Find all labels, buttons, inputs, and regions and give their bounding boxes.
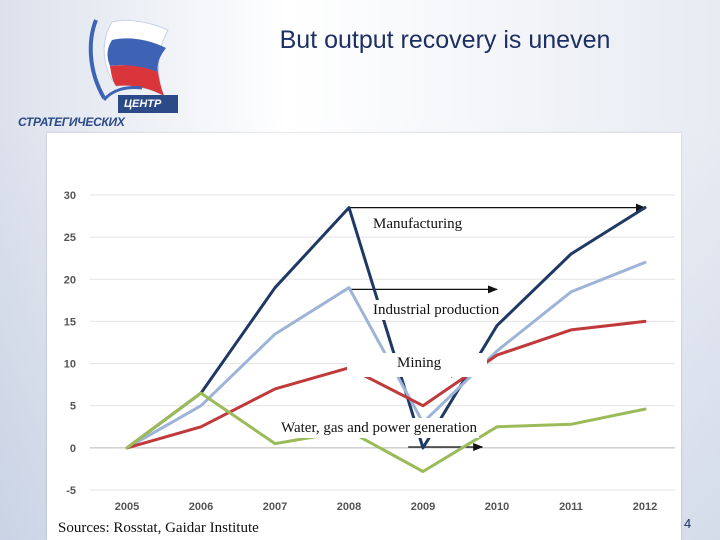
- y-tick-label: 5: [70, 401, 76, 413]
- x-tick-label: 2009: [411, 501, 435, 513]
- series-line-manufacturing: [125, 206, 647, 450]
- annotation-mining: Mining: [347, 353, 487, 377]
- chart-panel: -5 0 5 10 15 20 25 30 2005 2006 2007 2008 2009 2010 20…: [47, 133, 681, 540]
- annotation-water-gas-power: Water, gas and power generation: [279, 418, 480, 438]
- logo-word-center: ЦЕНТР: [118, 95, 178, 113]
- page-number: 4: [684, 516, 692, 531]
- annotation-manufacturing: Manufacturing: [371, 214, 465, 234]
- y-tick-label: 10: [64, 359, 76, 371]
- series-line-water-gas-and-power-generation: [125, 391, 647, 473]
- series-line-mining: [125, 319, 647, 450]
- sources-note: Sources: Rosstat, Gaidar Institute: [58, 520, 259, 536]
- x-tick-label: 2012: [633, 501, 657, 513]
- y-tick-label: -5: [66, 485, 76, 497]
- x-tick-label: 2010: [485, 501, 509, 513]
- x-tick-label: 2011: [559, 501, 583, 513]
- line-chart: -5 0 5 10 15 20 25 30 2005 2006 2007 2008 2009 2010 20…: [64, 190, 675, 513]
- slide-title: But output recovery is uneven: [279, 26, 611, 54]
- x-tick-label: 2007: [263, 501, 287, 513]
- y-tick-label: 0: [70, 443, 76, 455]
- y-tick-label: 20: [64, 274, 76, 286]
- logo-word-strategic: СТРАТЕГИЧЕСКИХ: [18, 115, 125, 129]
- x-tick-label: 2006: [189, 501, 213, 513]
- x-tick-label: 2008: [337, 501, 361, 513]
- y-tick-label: 30: [64, 190, 76, 202]
- y-tick-label: 25: [64, 232, 76, 244]
- y-tick-label: 15: [64, 316, 76, 328]
- x-tick-label: 2005: [115, 501, 139, 513]
- annotation-industrial-production: Industrial production: [371, 300, 502, 320]
